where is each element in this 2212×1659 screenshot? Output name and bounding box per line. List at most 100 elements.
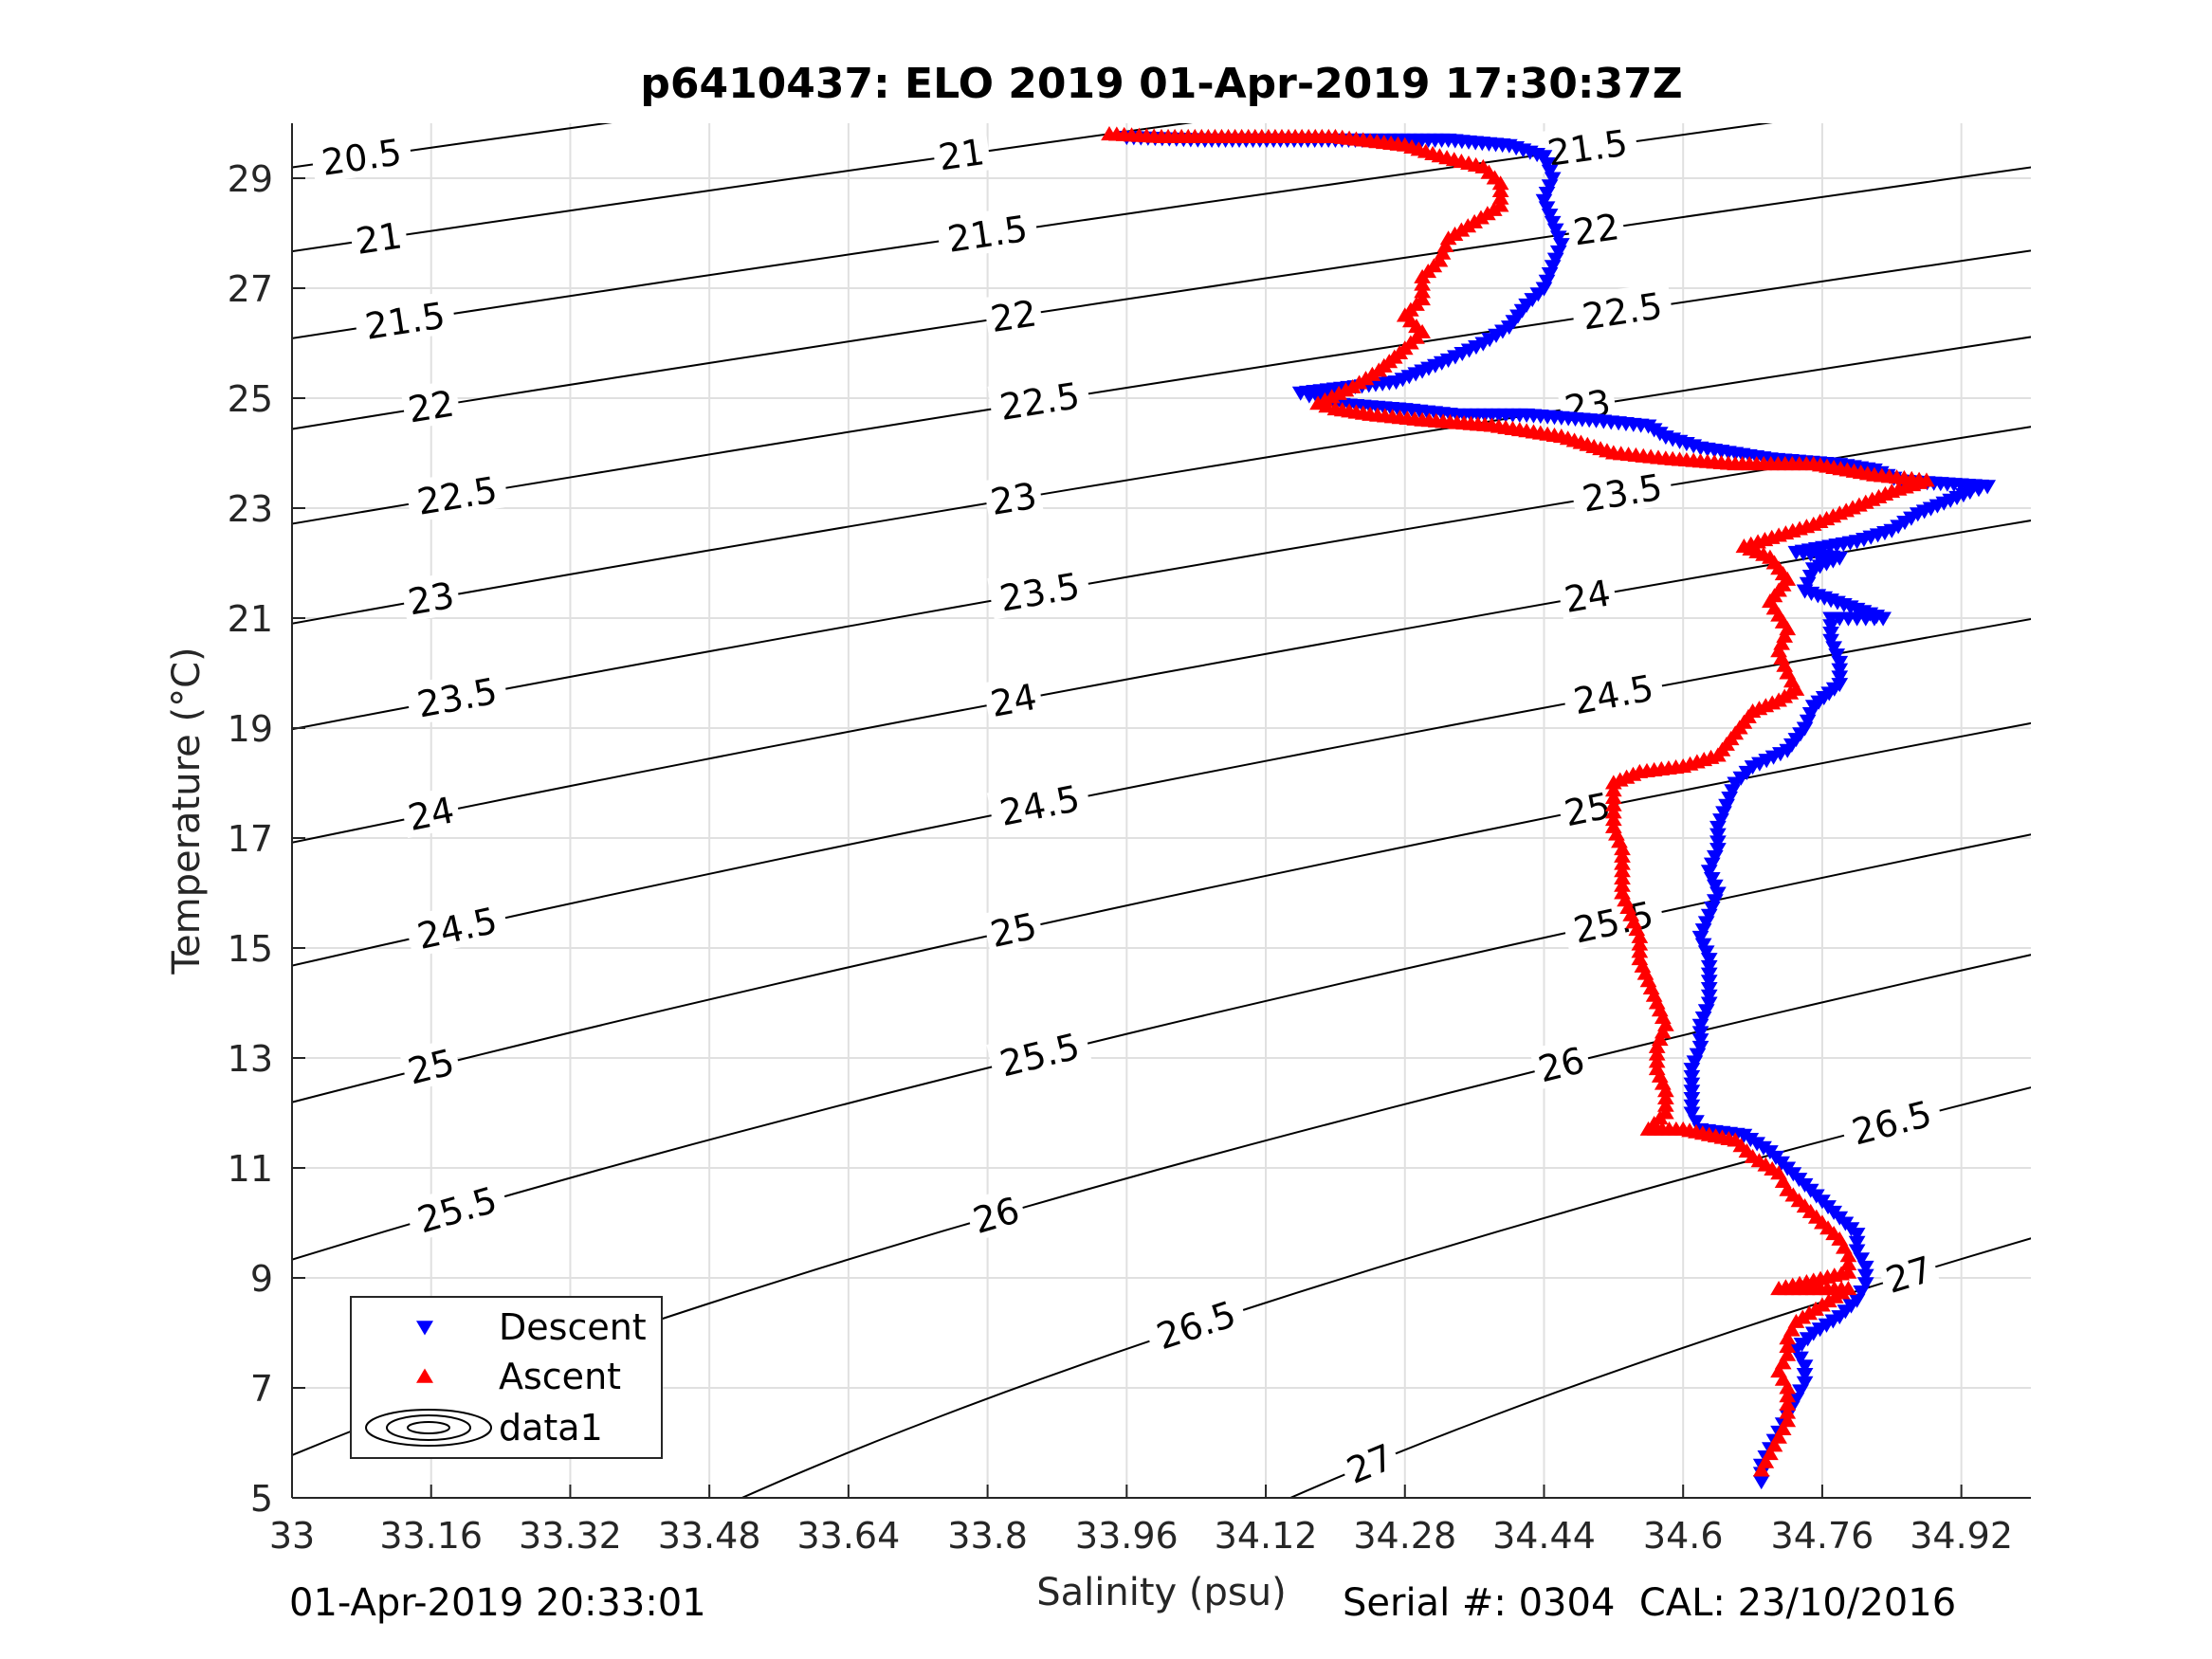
ascent-series-marker <box>1614 848 1631 863</box>
x-tick-label: 34.92 <box>1910 1515 2013 1557</box>
ascent-series-marker <box>1654 1075 1672 1090</box>
contour-label: 25 <box>981 902 1045 956</box>
ascent-series-marker <box>1604 804 1622 819</box>
ascent-series-point <box>1648 1038 1666 1053</box>
footer-timestamp: 01-Apr-2019 20:33:01 <box>289 1581 706 1625</box>
axes-background <box>292 123 2031 1498</box>
ascent-series-marker <box>1619 899 1636 914</box>
ascent-series-point <box>1779 665 1797 680</box>
plot-area: 20.5212121.521.521.522222222.522.522.523… <box>165 60 2031 1614</box>
contour-label-halo <box>1142 1287 1250 1359</box>
contour-label-halo <box>309 128 413 184</box>
contour-label-text: 25 <box>987 905 1041 956</box>
ascent-series-marker <box>1625 914 1643 929</box>
legend-contour-icon <box>365 1409 492 1447</box>
x-tick-label: 34.12 <box>1215 1515 1318 1557</box>
ascent-series-marker <box>1774 1371 1792 1386</box>
ascent-series-point <box>1614 863 1631 878</box>
ascent-series-point <box>1779 1181 1797 1196</box>
ascent-series-marker <box>1776 628 1794 643</box>
y-tick-label: 27 <box>228 268 273 310</box>
contour-label-halo <box>1556 569 1618 620</box>
ascent-series-marker <box>1776 657 1794 672</box>
contour-labels: 20.5212121.521.521.522222222.522.522.523… <box>309 118 1945 1492</box>
x-tick-label: 33.96 <box>1075 1515 1179 1557</box>
y-tick-label: 9 <box>250 1258 273 1300</box>
ascent-series-point <box>1839 1248 1857 1263</box>
ascent-series-marker <box>1654 1024 1672 1039</box>
contour-label: 24 <box>399 786 463 839</box>
ascent-series-point <box>1779 1379 1797 1395</box>
ascent-series-marker <box>1631 936 1649 951</box>
ascent-series-point <box>1431 252 1449 267</box>
ascent-series-marker <box>1839 1255 1857 1270</box>
contour-label-halo <box>1556 781 1618 834</box>
y-tick-label: 7 <box>250 1368 273 1410</box>
ascent-series-marker <box>1414 276 1431 291</box>
contour-label: 25 <box>1556 781 1618 835</box>
contour-line-26-5 <box>740 1086 2031 1498</box>
ascent-series-point <box>1648 994 1666 1010</box>
ascent-series-marker <box>1656 1097 1674 1112</box>
ascent-series-point <box>1414 291 1431 306</box>
contour-label: 21 <box>348 211 410 263</box>
ascent-series-point <box>1631 928 1649 943</box>
contour-label-halo <box>398 1038 463 1092</box>
ascent-series-marker <box>1782 673 1801 688</box>
ascent-series-point <box>1762 1446 1779 1461</box>
ascent-series-marker <box>1434 245 1452 260</box>
ascent-series-point <box>1614 884 1631 900</box>
ascent-series-marker <box>1779 1388 1797 1403</box>
ascent-series-marker <box>1779 1338 1797 1353</box>
contour-label-halo <box>400 379 462 430</box>
ascent-series-marker <box>1604 782 1622 797</box>
legend-contour-ring <box>386 1414 471 1441</box>
contour-label-halo <box>1875 1245 1942 1302</box>
ascent-series-point <box>1779 1413 1797 1428</box>
ascent-series-marker <box>1656 1089 1674 1105</box>
contour-line-26 <box>292 954 2031 1457</box>
contour-label: 23 <box>982 471 1044 523</box>
ascent-series-marker <box>1634 957 1652 973</box>
ascent-series-point <box>1604 818 1622 833</box>
contour-label: 26 <box>1528 1035 1593 1090</box>
ascent-series-marker <box>1648 1053 1666 1068</box>
ascent-series-marker <box>1608 826 1625 841</box>
ascent-series-marker <box>1614 855 1631 870</box>
contour-label-halo <box>404 895 510 958</box>
ascent-series-point <box>1656 1104 1674 1120</box>
contour-label-halo <box>931 128 992 178</box>
ascent-series-point <box>1604 796 1622 811</box>
legend-ascent-label: Ascent <box>499 1356 621 1397</box>
ascent-series-marker <box>1835 1239 1853 1254</box>
x-tick-label: 33.48 <box>658 1515 761 1557</box>
legend-descent-marker <box>416 1321 433 1336</box>
ascent-series-point <box>1101 126 1118 141</box>
legend-contour-ring <box>365 1409 492 1447</box>
contour-label: 24 <box>1556 569 1618 621</box>
x-tick-label: 34.28 <box>1353 1515 1456 1557</box>
ascent-series-marker <box>1648 1046 1666 1061</box>
y-tick-label: 19 <box>228 708 273 750</box>
ascent-series-point <box>1839 1264 1857 1279</box>
contour-label-text: 22 <box>1570 206 1621 254</box>
ascent-series-marker <box>1774 1173 1792 1188</box>
ascent-series-marker <box>1782 1322 1801 1337</box>
ascent-series-point <box>1491 197 1509 212</box>
ascent-series-marker <box>1654 1009 1672 1024</box>
ascent-series-marker <box>1765 1437 1783 1452</box>
contour-label-text: 25 <box>1561 785 1614 835</box>
y-tick-label: 5 <box>250 1478 273 1520</box>
contour-label-halo <box>935 204 1039 261</box>
contour-label: 22 <box>400 379 462 431</box>
ascent-series-marker <box>1773 649 1791 665</box>
contour-label-halo <box>981 902 1045 956</box>
contour-label-halo <box>1837 1088 1945 1155</box>
contour-label: 26 <box>963 1185 1029 1242</box>
legend: Descent Ascent data1 <box>350 1296 663 1459</box>
ascent-series-marker <box>1651 1067 1669 1083</box>
contour-label-text: 21 <box>354 214 405 263</box>
y-tick-label: 29 <box>228 158 273 200</box>
contour-label-halo <box>982 471 1044 522</box>
contour-label-halo <box>963 1185 1029 1242</box>
